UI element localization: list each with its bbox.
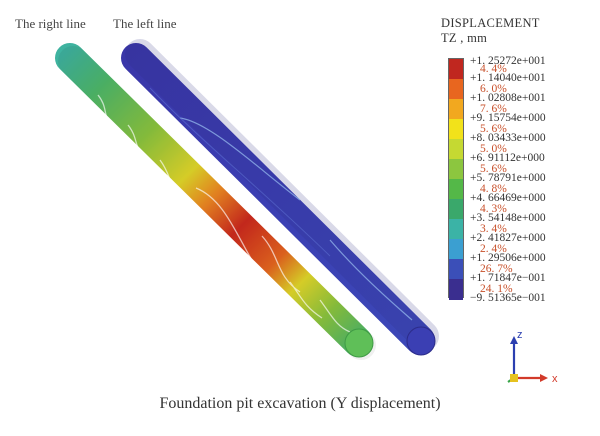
- legend-color-segment: [449, 279, 463, 300]
- legend-bound-label: +1. 29506e+000: [470, 252, 546, 264]
- legend-bound-label: +1. 14040e+001: [470, 72, 546, 84]
- legend-bound-label: +1. 25272e+001: [470, 55, 546, 67]
- legend-title: DISPLACEMENT: [441, 16, 540, 30]
- legend-percent-label: 5. 0%: [480, 143, 507, 155]
- legend-bound-label: +1. 02808e+001: [470, 92, 546, 104]
- legend-colorbar: [448, 58, 464, 300]
- legend-bound-label: +1. 71847e−001: [470, 272, 546, 284]
- legend-color-segment: [449, 179, 463, 200]
- left-line-pipe: [121, 39, 439, 356]
- legend-percent-label: 4. 8%: [480, 183, 507, 195]
- legend-bound-label: +9. 15754e+000: [470, 112, 546, 124]
- figure-caption: Foundation pit excavation (Y displacemen…: [159, 395, 441, 412]
- legend-percent-label: 7. 6%: [480, 103, 507, 115]
- legend-color-segment: [449, 199, 463, 220]
- legend-percent-label: 24. 1%: [480, 283, 513, 295]
- axis-z-label: z: [517, 329, 523, 341]
- legend-color-segment: [449, 239, 463, 260]
- pipe-diagram: [55, 39, 439, 360]
- legend-unit: TZ , mm: [441, 31, 488, 45]
- legend-percent-label: 26. 7%: [480, 263, 513, 275]
- legend-color-segment: [449, 139, 463, 160]
- legend-percent-label: 2. 4%: [480, 243, 507, 255]
- legend-bound-label: −9. 51365e−001: [470, 292, 546, 304]
- legend-bound-label: +6. 91112e+000: [470, 152, 545, 164]
- legend-bound-label: +5. 78791e+000: [470, 172, 546, 184]
- legend-percent-label: 6. 0%: [480, 83, 507, 95]
- legend-percent-label: 5. 6%: [480, 163, 507, 175]
- legend-color-segment: [449, 59, 463, 80]
- legend-percent-label: 5. 6%: [480, 123, 507, 135]
- legend-color-segment: [449, 219, 463, 240]
- legend-bound-label: +4. 66469e+000: [470, 192, 546, 204]
- legend-bound-label: +8. 03433e+000: [470, 132, 546, 144]
- legend-percent-label: 3. 4%: [480, 223, 507, 235]
- legend-bound-label: +3. 54148e+000: [470, 212, 546, 224]
- legend-color-segment: [449, 99, 463, 120]
- legend-color-segment: [449, 119, 463, 140]
- legend-percent-label: 4. 3%: [480, 203, 507, 215]
- right-line-label: The right line: [15, 16, 86, 31]
- legend-color-segment: [449, 159, 463, 180]
- legend-percent-label: 4. 4%: [480, 63, 507, 75]
- right-line-pipe: [55, 43, 376, 360]
- legend-color-segment: [449, 259, 463, 280]
- legend-bound-label: +2. 41827e+000: [470, 232, 546, 244]
- axis-triad: z x: [507, 329, 558, 385]
- axis-x-label: x: [552, 373, 558, 385]
- legend-color-segment: [449, 79, 463, 100]
- left-line-label: The left line: [113, 16, 177, 31]
